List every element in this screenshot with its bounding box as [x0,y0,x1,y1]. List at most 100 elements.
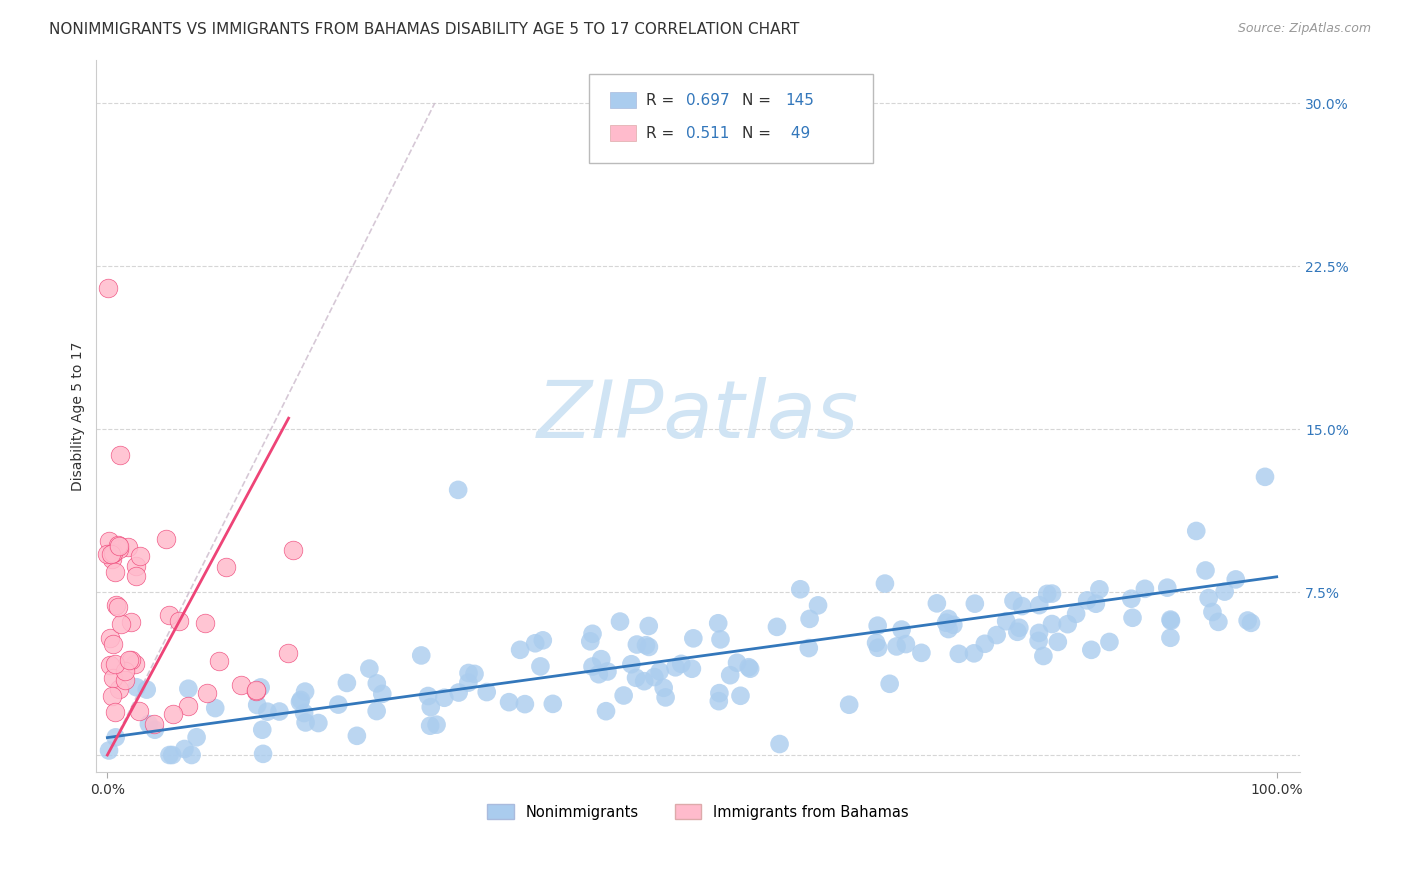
Point [108,448,131,462]
Point [730,689,752,703]
Text: R =: R = [647,126,679,141]
Point [245,682,267,697]
Point [229,678,252,692]
Point [1032,648,1054,663]
Point [177,699,200,714]
Point [155,533,177,547]
Point [1011,599,1033,613]
Point [277,646,299,660]
Point [638,640,661,654]
Point [654,690,676,705]
Point [101,689,124,703]
Point [104,657,127,672]
Point [246,698,269,712]
Point [1076,593,1098,607]
Point [935,615,957,630]
Point [173,742,195,756]
Point [290,693,312,707]
Point [588,667,610,681]
Point [1156,581,1178,595]
Point [288,695,311,709]
Point [180,747,202,762]
Point [128,549,150,564]
Point [197,686,219,700]
Text: N =: N = [742,126,776,141]
Point [1240,615,1263,630]
Point [579,634,602,648]
Point [609,615,631,629]
Point [118,653,141,667]
Point [207,654,229,668]
Point [591,652,613,666]
Point [613,689,636,703]
Text: R =: R = [647,93,679,108]
Point [104,731,127,745]
Point [498,695,520,709]
Point [419,700,441,714]
Point [107,540,129,554]
Point [97,281,120,295]
Point [973,637,995,651]
Point [475,685,498,699]
Point [463,666,485,681]
Point [336,676,359,690]
Point [107,599,129,614]
Point [194,616,217,631]
Point [307,716,329,731]
Point [682,632,704,646]
Point [416,689,439,703]
Point [100,547,122,561]
Point [886,640,908,654]
Point [128,704,150,718]
Point [96,547,118,561]
Point [294,684,316,698]
Text: 0.511: 0.511 [686,126,730,141]
Point [371,687,394,701]
Point [1028,598,1050,612]
Point [1160,614,1182,628]
Point [252,747,274,761]
Point [1040,617,1063,632]
Point [138,717,160,731]
Point [1007,624,1029,639]
Point [433,690,456,705]
Point [529,659,551,673]
Point [620,657,643,672]
Point [1121,591,1143,606]
Legend: Nonimmigrants, Immigrants from Bahamas: Nonimmigrants, Immigrants from Bahamas [481,798,914,826]
Point [457,675,479,690]
Point [294,715,316,730]
Point [269,705,291,719]
Point [1002,593,1025,607]
Point [938,622,960,636]
Point [142,716,165,731]
Text: 0.697: 0.697 [686,93,730,108]
Point [1254,470,1277,484]
FancyBboxPatch shape [610,93,637,108]
Point [509,643,531,657]
Point [157,607,180,622]
Point [910,646,932,660]
Point [807,599,830,613]
Point [709,686,731,700]
Point [124,657,146,672]
Point [125,680,148,694]
Point [894,637,917,651]
Point [626,638,648,652]
Point [256,705,278,719]
Point [104,705,127,719]
Point [637,619,659,633]
Text: NONIMMIGRANTS VS IMMIGRANTS FROM BAHAMAS DISABILITY AGE 5 TO 17 CORRELATION CHAR: NONIMMIGRANTS VS IMMIGRANTS FROM BAHAMAS… [49,22,800,37]
Point [1098,635,1121,649]
Point [873,576,896,591]
Point [740,662,762,676]
Point [925,596,948,610]
Point [283,543,305,558]
Point [204,701,226,715]
Point [1185,524,1208,538]
Point [447,685,470,699]
Point [725,656,748,670]
Point [709,632,731,647]
Point [125,569,148,583]
Point [1056,617,1078,632]
